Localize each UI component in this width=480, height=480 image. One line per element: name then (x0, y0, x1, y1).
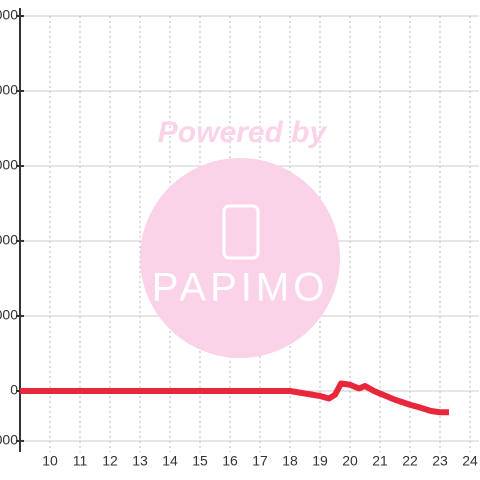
y-tick-label: 120,000 (0, 82, 18, 98)
x-tick-label: 17 (252, 453, 268, 469)
data-line (20, 380, 449, 416)
y-tick-label: 30,000 (0, 307, 18, 323)
x-tick-label: 22 (402, 453, 418, 469)
y-tick-label: 0 (10, 382, 18, 398)
x-tick-label: 16 (222, 453, 238, 469)
x-tick-label: 19 (312, 453, 328, 469)
x-tick-label: 11 (73, 453, 88, 469)
x-tick-label: 18 (282, 453, 298, 469)
y-tick-label: 150,000 (0, 7, 18, 23)
watermark: Powered by PAPIMO (140, 116, 340, 358)
y-tick-label: 90,000 (0, 157, 18, 173)
x-tick-label: 23 (432, 453, 448, 469)
y-tick-label: 60,000 (0, 232, 18, 248)
x-tick-label: 12 (102, 453, 118, 469)
x-tick-label: 10 (42, 453, 58, 469)
x-tick-label: 20 (342, 453, 358, 469)
x-tick-label: 14 (162, 453, 178, 469)
x-tick-label: 24 (462, 453, 478, 469)
watermark-logo: PAPIMO (152, 266, 329, 310)
x-tick-label: 13 (132, 453, 148, 469)
x-tick-label: 21 (372, 453, 388, 469)
watermark-title: Powered by (158, 116, 328, 149)
y-tick-label: -20,000 (0, 432, 18, 448)
x-tick-label: 15 (192, 453, 208, 469)
watermark-icon (222, 204, 260, 260)
